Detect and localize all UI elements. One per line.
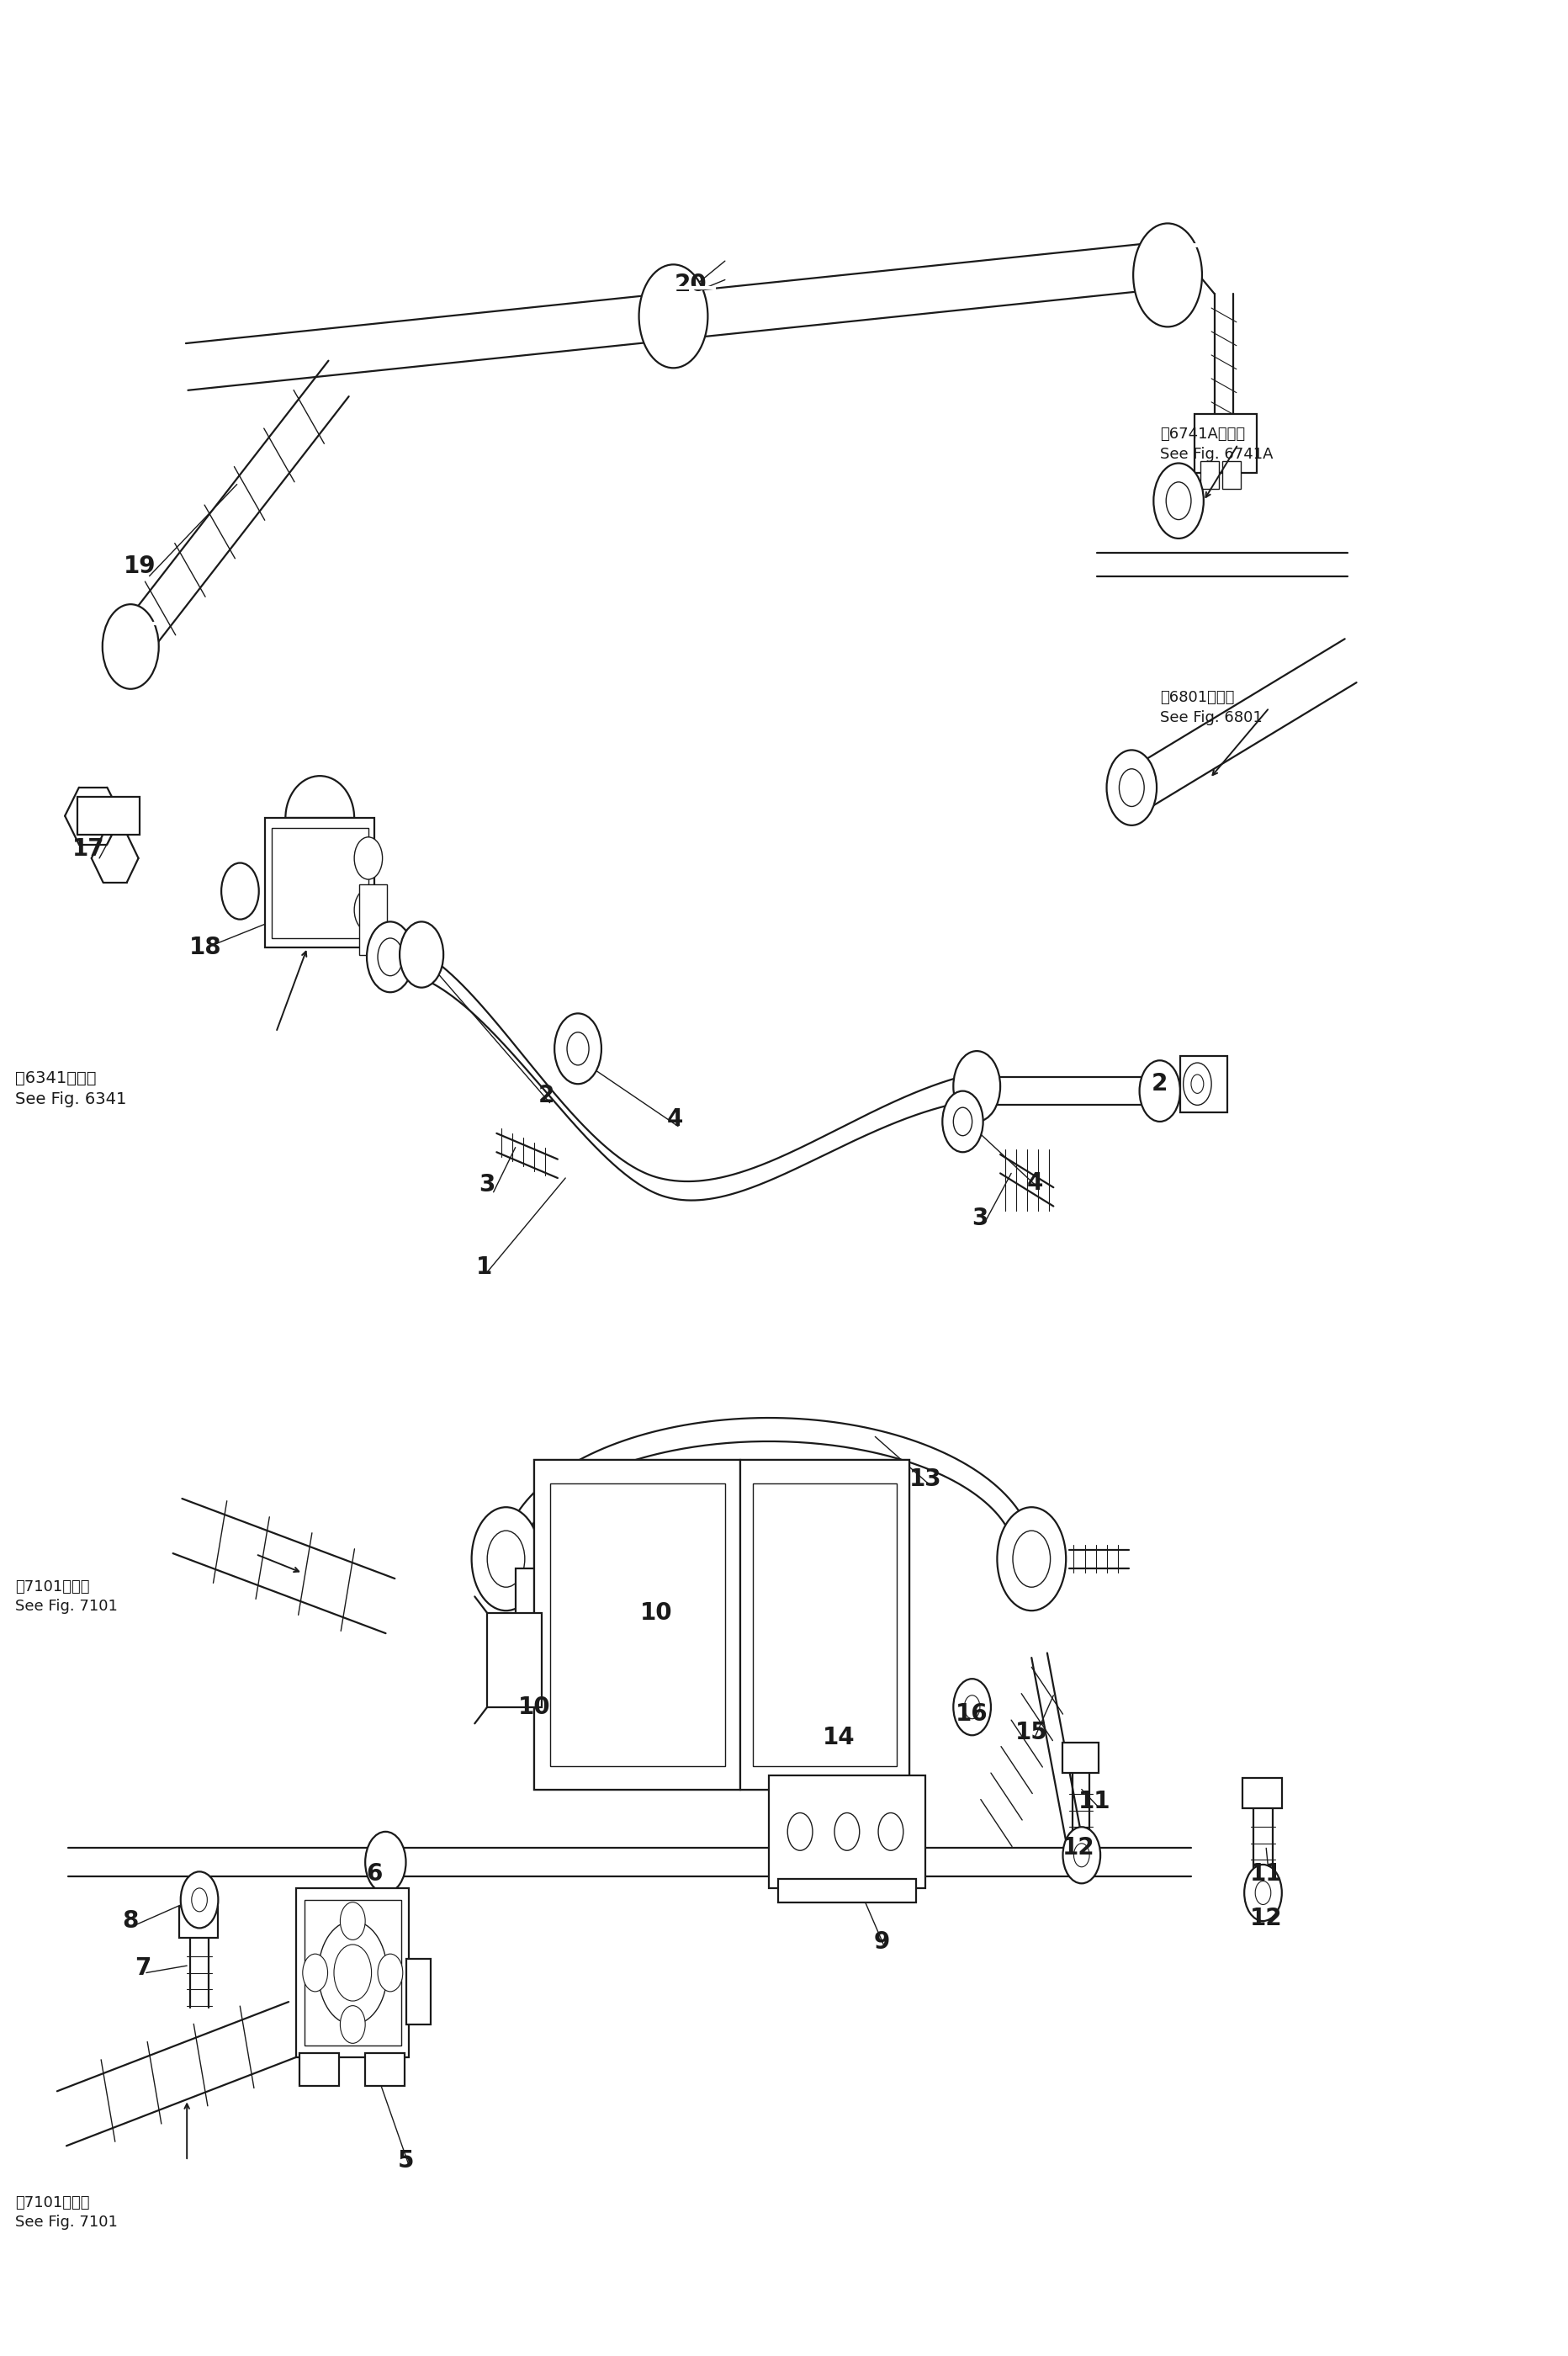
Bar bbox=[778, 1878, 916, 1901]
Bar bbox=[304, 1899, 401, 2045]
Circle shape bbox=[566, 1032, 588, 1065]
Bar bbox=[533, 1461, 909, 1788]
Circle shape bbox=[354, 888, 383, 931]
Text: 2: 2 bbox=[538, 1084, 555, 1107]
Circle shape bbox=[554, 1013, 601, 1084]
Text: 10: 10 bbox=[640, 1602, 673, 1626]
Circle shape bbox=[1138, 1060, 1179, 1121]
Text: 13: 13 bbox=[908, 1468, 941, 1491]
Circle shape bbox=[221, 862, 259, 919]
Circle shape bbox=[1254, 1880, 1270, 1904]
Circle shape bbox=[1182, 1063, 1210, 1105]
Text: 12: 12 bbox=[1062, 1835, 1094, 1859]
Text: 第6341図参照
See Fig. 6341: 第6341図参照 See Fig. 6341 bbox=[14, 1070, 125, 1107]
Circle shape bbox=[878, 1812, 903, 1849]
Text: 6: 6 bbox=[367, 1861, 383, 1885]
Circle shape bbox=[378, 938, 403, 975]
Circle shape bbox=[1013, 1531, 1049, 1588]
Circle shape bbox=[953, 1051, 1000, 1121]
Circle shape bbox=[191, 1887, 207, 1911]
Text: 11: 11 bbox=[1250, 1861, 1281, 1885]
Text: 17: 17 bbox=[72, 836, 105, 860]
Text: 19: 19 bbox=[124, 556, 157, 580]
Bar bbox=[516, 1569, 546, 1644]
Text: 15: 15 bbox=[1014, 1722, 1047, 1746]
Circle shape bbox=[1105, 749, 1156, 825]
Text: 2: 2 bbox=[1151, 1072, 1167, 1096]
Bar bbox=[549, 1484, 724, 1767]
Text: 第7101図参照
See Fig. 7101: 第7101図参照 See Fig. 7101 bbox=[14, 2196, 118, 2231]
Bar bbox=[365, 2052, 405, 2085]
Text: 18: 18 bbox=[190, 935, 221, 959]
Circle shape bbox=[334, 1944, 372, 2000]
Circle shape bbox=[472, 1508, 539, 1612]
Text: 第7101図参照
See Fig. 7101: 第7101図参照 See Fig. 7101 bbox=[14, 1579, 118, 1614]
Circle shape bbox=[318, 1920, 387, 2024]
Circle shape bbox=[365, 1831, 406, 1892]
Text: 4: 4 bbox=[1025, 1171, 1043, 1194]
Text: 5: 5 bbox=[397, 2149, 414, 2172]
Circle shape bbox=[102, 603, 158, 688]
Circle shape bbox=[367, 921, 414, 992]
Bar bbox=[406, 1958, 431, 2024]
Bar bbox=[179, 1906, 218, 1937]
Text: 3: 3 bbox=[971, 1206, 988, 1230]
Circle shape bbox=[303, 1953, 328, 1991]
Circle shape bbox=[488, 1531, 524, 1588]
Bar bbox=[296, 1887, 409, 2057]
Circle shape bbox=[340, 2005, 365, 2043]
Text: 20: 20 bbox=[674, 273, 707, 297]
Bar bbox=[1179, 1055, 1226, 1112]
Bar bbox=[1242, 1776, 1281, 1807]
Circle shape bbox=[964, 1696, 980, 1720]
Bar bbox=[740, 1461, 909, 1788]
Circle shape bbox=[953, 1680, 991, 1736]
Bar bbox=[488, 1614, 541, 1708]
Text: 12: 12 bbox=[1250, 1906, 1281, 1930]
Bar bbox=[753, 1484, 897, 1767]
Text: 8: 8 bbox=[122, 1908, 138, 1932]
Text: 9: 9 bbox=[873, 1930, 889, 1953]
Circle shape bbox=[1152, 464, 1203, 540]
Circle shape bbox=[1118, 768, 1143, 806]
Circle shape bbox=[1190, 1074, 1203, 1093]
Bar bbox=[768, 1774, 925, 1887]
Bar bbox=[1062, 1743, 1098, 1772]
Text: 第6741A図参照
See Fig. 6741A: 第6741A図参照 See Fig. 6741A bbox=[1159, 426, 1272, 462]
Bar bbox=[1200, 462, 1218, 490]
Text: 3: 3 bbox=[478, 1173, 495, 1197]
Text: 第6801図参照
See Fig. 6801: 第6801図参照 See Fig. 6801 bbox=[1159, 690, 1262, 726]
Text: 16: 16 bbox=[955, 1703, 988, 1727]
Circle shape bbox=[1073, 1842, 1088, 1866]
Bar bbox=[77, 796, 140, 834]
Text: 4: 4 bbox=[666, 1107, 682, 1131]
Text: 14: 14 bbox=[823, 1727, 855, 1751]
Circle shape bbox=[942, 1091, 983, 1152]
Circle shape bbox=[180, 1871, 218, 1927]
Circle shape bbox=[1165, 483, 1190, 521]
Text: 1: 1 bbox=[475, 1256, 492, 1279]
Bar bbox=[265, 818, 375, 947]
Text: 7: 7 bbox=[135, 1955, 151, 1979]
Circle shape bbox=[787, 1812, 812, 1849]
Bar bbox=[533, 1461, 740, 1788]
Circle shape bbox=[1243, 1864, 1281, 1920]
Circle shape bbox=[997, 1508, 1065, 1612]
Text: 10: 10 bbox=[517, 1696, 550, 1720]
Circle shape bbox=[378, 1953, 403, 1991]
Bar bbox=[1221, 462, 1240, 490]
Text: 11: 11 bbox=[1077, 1788, 1110, 1812]
Circle shape bbox=[354, 836, 383, 879]
Circle shape bbox=[340, 1901, 365, 1939]
Circle shape bbox=[638, 264, 707, 368]
Circle shape bbox=[834, 1812, 859, 1849]
Bar bbox=[359, 884, 387, 954]
Bar bbox=[299, 2052, 339, 2085]
Circle shape bbox=[400, 921, 444, 987]
Circle shape bbox=[1132, 224, 1201, 327]
Bar bbox=[1193, 415, 1256, 474]
Bar bbox=[271, 827, 368, 938]
Circle shape bbox=[1062, 1826, 1099, 1882]
Circle shape bbox=[953, 1107, 972, 1136]
